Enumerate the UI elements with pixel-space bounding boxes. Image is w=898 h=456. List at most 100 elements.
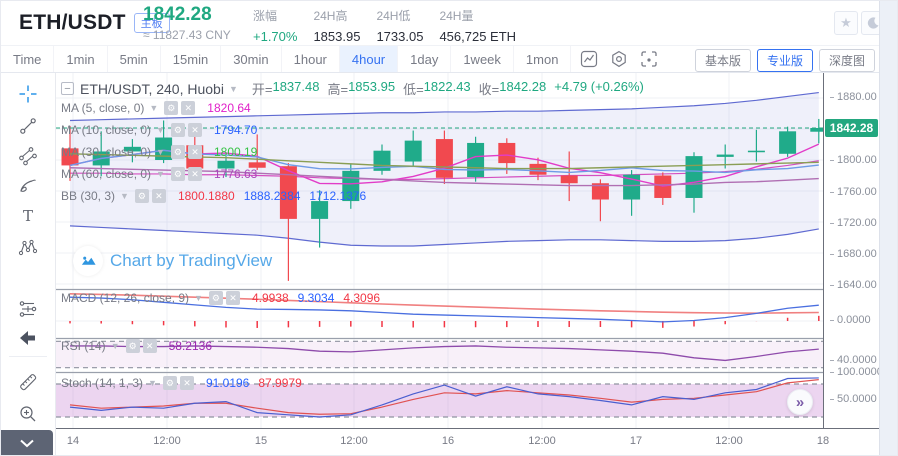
indicator-settings-icon[interactable]: ⚙ xyxy=(134,189,149,203)
indicator-row-6: RSI (14) ▼ ⚙ ✕ 58.2136 xyxy=(61,339,212,353)
chevron-down-icon[interactable]: ▼ xyxy=(228,83,238,94)
time-axis-label: 12:00 xyxy=(528,435,556,447)
crosshair-icon xyxy=(19,85,37,103)
time-axis-label: 18 xyxy=(816,435,830,447)
long-short-position-icon xyxy=(19,301,37,317)
ohlc-change: +4.79 (+0.26%) xyxy=(554,79,644,94)
indicator-close-icon[interactable]: ✕ xyxy=(225,291,240,305)
screenshot-button[interactable] xyxy=(637,48,661,70)
ohlc-values: 开= 1837.48 高= 1853.95 低= 1822.43 收= 1842.28 +4.7… xyxy=(244,79,644,98)
indicator-row-0: MA (5, close, 0) ▼ ⚙ ✕ 1820.64 xyxy=(61,101,251,115)
indicator-value: 1888.2384 xyxy=(243,189,301,203)
position-tool-button[interactable] xyxy=(1,296,55,322)
header: ETH/USDT 主板 1842.28 ≈ 11827.43 CNY 涨幅 +1.… xyxy=(1,1,897,46)
indicator-close-icon[interactable]: ✕ xyxy=(179,376,194,390)
indicator-settings-icon[interactable]: ⚙ xyxy=(170,123,185,137)
indicator-close-icon[interactable]: ✕ xyxy=(187,145,202,159)
chevron-down-icon[interactable]: ▼ xyxy=(156,169,165,179)
ohlc-value: 1837.48 xyxy=(272,79,320,94)
current-price-badge: 1842.28 xyxy=(825,119,878,137)
measure-tool-button[interactable] xyxy=(1,369,55,395)
indicator-close-icon[interactable]: ✕ xyxy=(142,339,157,353)
interval-1day[interactable]: 1day xyxy=(398,46,452,72)
indicator-close-icon[interactable]: ✕ xyxy=(151,189,166,203)
chevron-down-icon[interactable]: ▼ xyxy=(110,341,120,351)
interval-4hour[interactable]: 4hour xyxy=(339,46,399,72)
indicator-name: Stoch (14, 1, 3) xyxy=(61,376,144,390)
hide-drawings-button[interactable] xyxy=(1,325,55,351)
indicator-settings-icon[interactable]: ⚙ xyxy=(170,167,185,181)
indicator-close-icon[interactable]: ✕ xyxy=(181,101,196,115)
indicator-close-icon[interactable]: ✕ xyxy=(187,123,202,137)
chart-legend: − ETH/USDT, 240, Huobi ▼ 开= 1837.48 高= 1853… xyxy=(61,79,644,98)
indicator-settings-icon[interactable]: ⚙ xyxy=(162,376,177,390)
view-mode-buttons: 基本版 专业版 深度图 xyxy=(694,49,875,72)
chevron-down-icon[interactable]: ▼ xyxy=(156,125,165,135)
time-axis[interactable]: 14 12:00 15 12:00 16 12:00 17 12:00 18 xyxy=(56,428,879,455)
tradingview-watermark: Chart by TradingView xyxy=(73,246,272,276)
indicator-close-icon[interactable]: ✕ xyxy=(187,167,202,181)
indicator-value: 1794.70 xyxy=(213,123,258,137)
collapse-legend-icon[interactable]: − xyxy=(61,82,74,95)
zoom-in-tool-button[interactable] xyxy=(1,401,55,427)
interval-1mon[interactable]: 1mon xyxy=(514,46,572,72)
interval-1min[interactable]: 1min xyxy=(54,46,108,72)
candlestick-chart[interactable] xyxy=(56,73,823,428)
chart-style-button[interactable] xyxy=(577,48,601,70)
time-axis-label: 17 xyxy=(629,435,643,447)
crosshair-tool-button[interactable] xyxy=(1,81,55,107)
price-axis[interactable]: 1880.00 1800.00 1760.00 1720.00 1680.00 1640.… xyxy=(823,73,883,428)
chevron-down-icon[interactable]: ▼ xyxy=(194,293,203,303)
interval-30min[interactable]: 30min xyxy=(221,46,282,72)
text-tool-button[interactable]: T xyxy=(1,203,55,229)
interval-list: Time 1min 5min 15min 30min 1hour 4hour 1day 1wee… xyxy=(1,46,572,72)
price-axis-label: 1720.00 xyxy=(830,217,877,229)
price-axis-label: 40.0000 xyxy=(830,354,877,366)
interval-1hour[interactable]: 1hour xyxy=(282,46,340,72)
indicator-value: 1820.64 xyxy=(207,101,251,115)
header-stat-0: 涨幅 +1.70% xyxy=(253,9,298,44)
interval-15min[interactable]: 15min xyxy=(161,46,222,72)
indicator-settings-icon[interactable]: ⚙ xyxy=(125,339,140,353)
board-badge: 主板 xyxy=(133,13,170,33)
double-chevron-right-icon: » xyxy=(795,393,805,411)
indicator-row-4: BB (30, 3) ▼ ⚙ ✕ 1800.1880 1888.2384 1712.1376 xyxy=(61,189,366,203)
gann-fib-tool-button[interactable] xyxy=(1,143,55,169)
price-axis-label: 1800.00 xyxy=(830,154,877,166)
price-axis-label: 0.0000 xyxy=(830,314,871,326)
indicator-value: 4.3096 xyxy=(343,291,381,305)
time-axis-label: 12:00 xyxy=(715,435,743,447)
indicator-row-2: MA (30, close, 0) ▼ ⚙ ✕ 1800.19 xyxy=(61,145,257,159)
time-axis-label: 16 xyxy=(441,435,455,447)
view-button-0[interactable]: 基本版 xyxy=(694,49,751,72)
price-axis-label: 1880.00 xyxy=(830,91,877,103)
indicator-settings-icon[interactable]: ⚙ xyxy=(208,291,223,305)
trend-line-tool-button[interactable] xyxy=(1,113,55,139)
pattern-tool-button[interactable] xyxy=(1,235,55,261)
expand-panes-button[interactable]: » xyxy=(787,389,813,415)
right-side-strip xyxy=(879,1,897,455)
brush-tool-button[interactable] xyxy=(1,173,55,199)
chevron-down-icon xyxy=(20,439,34,448)
chevron-down-icon[interactable]: ▼ xyxy=(149,103,159,113)
view-button-1[interactable]: 专业版 xyxy=(756,49,813,72)
brush-icon xyxy=(20,179,36,192)
view-button-2[interactable]: 深度图 xyxy=(818,49,875,72)
interval-5min[interactable]: 5min xyxy=(108,46,161,72)
chevron-down-icon[interactable]: ▼ xyxy=(156,147,165,157)
indicator-name: BB (30, 3) xyxy=(61,189,116,203)
chevron-down-icon[interactable]: ▼ xyxy=(148,378,157,388)
line-chart-icon xyxy=(581,50,598,68)
toolbar-divider xyxy=(9,356,47,357)
indicator-settings-button[interactable] xyxy=(607,48,631,70)
interval-time[interactable]: Time xyxy=(1,46,55,72)
indicator-settings-icon[interactable]: ⚙ xyxy=(170,145,185,159)
chevron-down-icon[interactable]: ▼ xyxy=(120,191,129,201)
interval-1week[interactable]: 1week xyxy=(451,46,514,72)
favorite-button[interactable]: ★ xyxy=(834,11,858,35)
collapse-toolbar-button[interactable] xyxy=(1,430,53,455)
tradingview-logo-icon xyxy=(81,256,96,265)
ohlc-value: 1822.43 xyxy=(423,79,471,94)
indicator-settings-icon[interactable]: ⚙ xyxy=(164,101,179,115)
